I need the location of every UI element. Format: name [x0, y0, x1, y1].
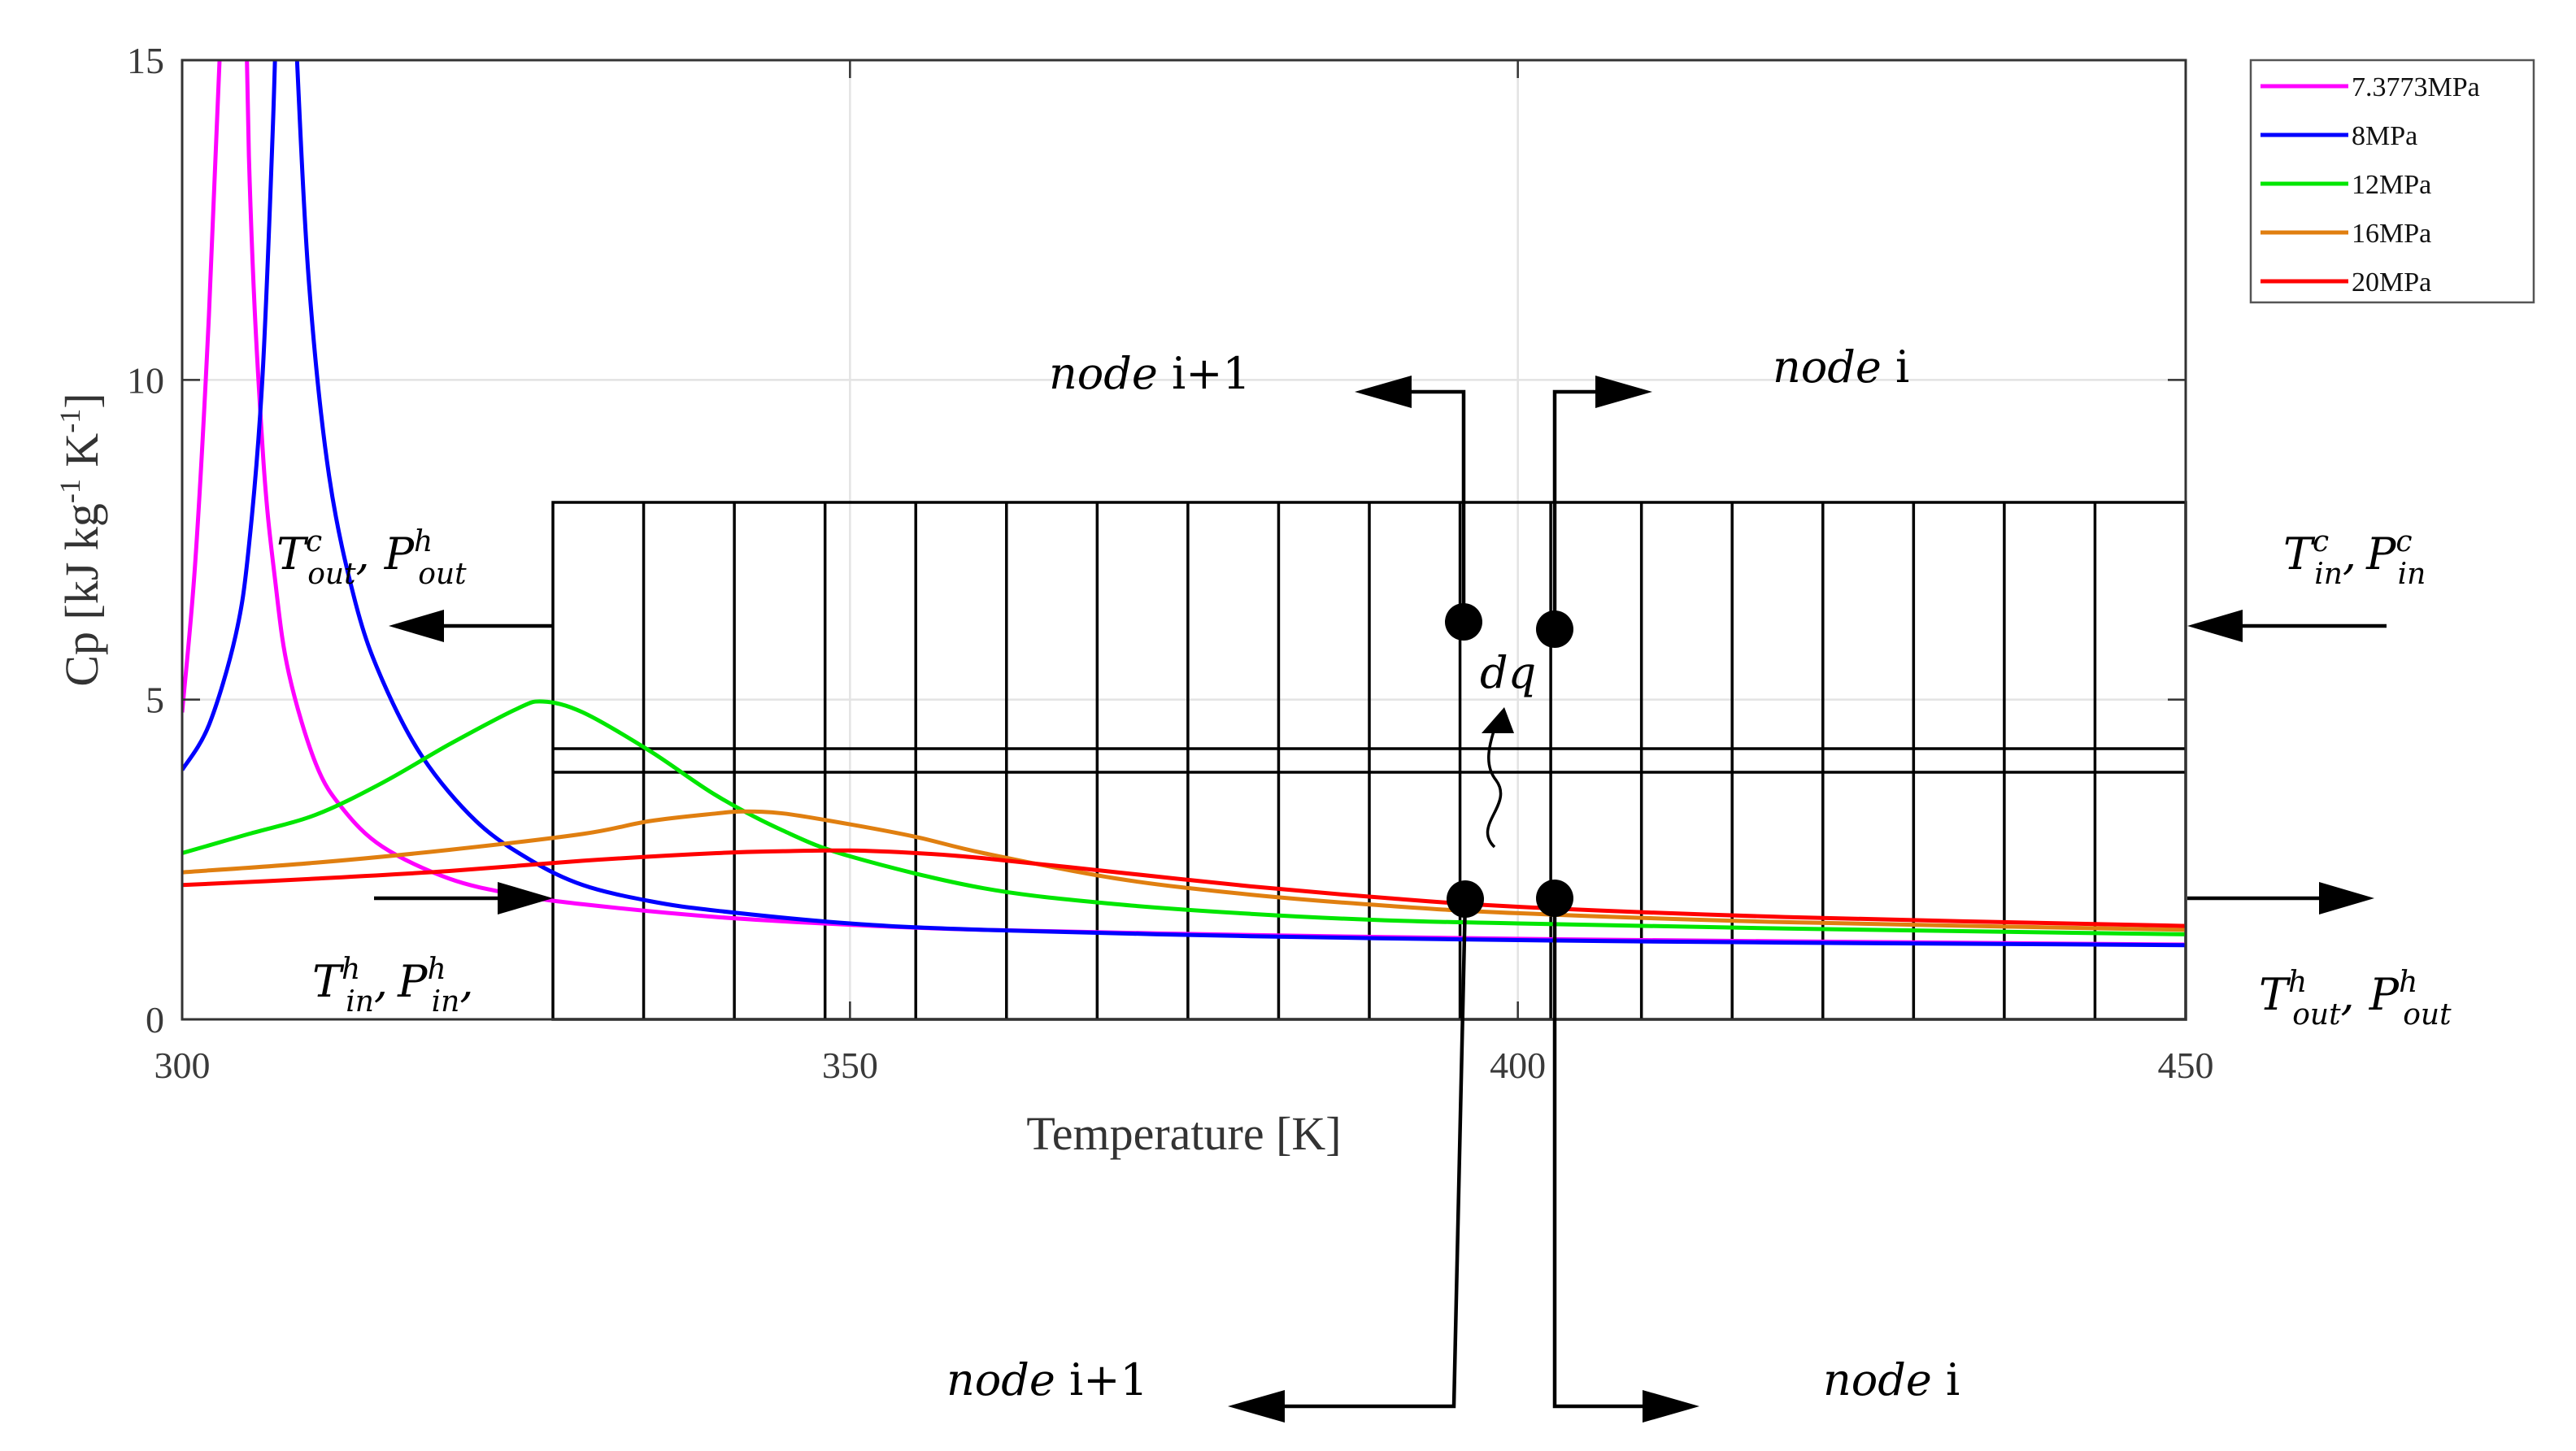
label-dq: dq [1480, 647, 1536, 698]
node-connectors [374, 389, 2387, 1409]
x-axis-title: Temperature [K] [1026, 1107, 1341, 1160]
arrow-cold-out [389, 610, 444, 642]
legend-label: 12MPa [2352, 170, 2431, 200]
label-node-i-top: node i [1773, 341, 1909, 393]
arrow-bottom-left [1228, 1390, 1285, 1423]
arrow-top-left [1355, 376, 1412, 408]
y-tick-label: 0 [146, 999, 164, 1040]
series-line-20MPa [182, 848, 2186, 928]
connector-bottom-left [1275, 898, 1468, 1409]
label-cold-inlet: Tc in, Pc in [2283, 525, 2426, 591]
series-line-16MPa [182, 809, 2186, 932]
arrowheads [389, 376, 2374, 1423]
arrow-hot-out [2319, 882, 2374, 914]
label-node-i-bottom: node i [1823, 1354, 1960, 1405]
legend-label: 8MPa [2352, 121, 2417, 151]
y-tick-label: 15 [127, 40, 164, 81]
label-cold-outlet: Tc out, Ph out [276, 525, 467, 591]
x-tick-label: 350 [822, 1045, 878, 1086]
heat-exchanger-schematic [551, 501, 2187, 1021]
y-tick-label: 5 [146, 680, 164, 721]
x-tick-label: 300 [154, 1045, 211, 1086]
arrow-top-right [1595, 376, 1652, 408]
axes-box [181, 59, 2187, 1021]
y-tick-label: 10 [127, 359, 164, 401]
axis-ticks [181, 59, 2187, 1021]
arrow-dq [1482, 707, 1514, 733]
arrow-bottom-right [1643, 1390, 1699, 1423]
legend: 7.3773MPa 8MPa 12MPa 16MPa 20MPa [2249, 59, 2535, 304]
y-axis-title: Cp [kJ kg-1 K-1] [54, 393, 108, 686]
legend-label: 16MPa [2352, 219, 2431, 249]
x-tick-label: 400 [1490, 1045, 1546, 1086]
series-line-8MPa [182, 60, 2186, 948]
label-node-i-plus-1-bottom: node i+1 [946, 1354, 1148, 1405]
connector-bottom-right [1552, 898, 1654, 1409]
legend-box [2249, 59, 2535, 304]
label-node-i-plus-1-top: node i+1 [1049, 348, 1251, 399]
x-tick-label: 450 [2158, 1045, 2214, 1086]
label-hot-outlet: Th out, Ph out [2259, 966, 2452, 1032]
connector-top-left [1412, 389, 1466, 622]
hx-cell-dividers [642, 502, 2097, 1019]
legend-label: 20MPa [2352, 267, 2431, 298]
y-tick-labels: 0 5 10 15 [127, 40, 164, 1040]
arrow-cold-in [2187, 610, 2243, 642]
legend-label: 7.3773MPa [2352, 72, 2480, 102]
connector-top-right [1552, 389, 1603, 629]
plot-area [182, 60, 2186, 1019]
heat-flow-squiggle [1486, 723, 1503, 849]
arrow-hot-in [498, 882, 553, 914]
x-tick-labels: 300 350 400 450 [154, 1045, 2214, 1086]
label-hot-inlet: Th in, Ph in, [312, 953, 474, 1019]
